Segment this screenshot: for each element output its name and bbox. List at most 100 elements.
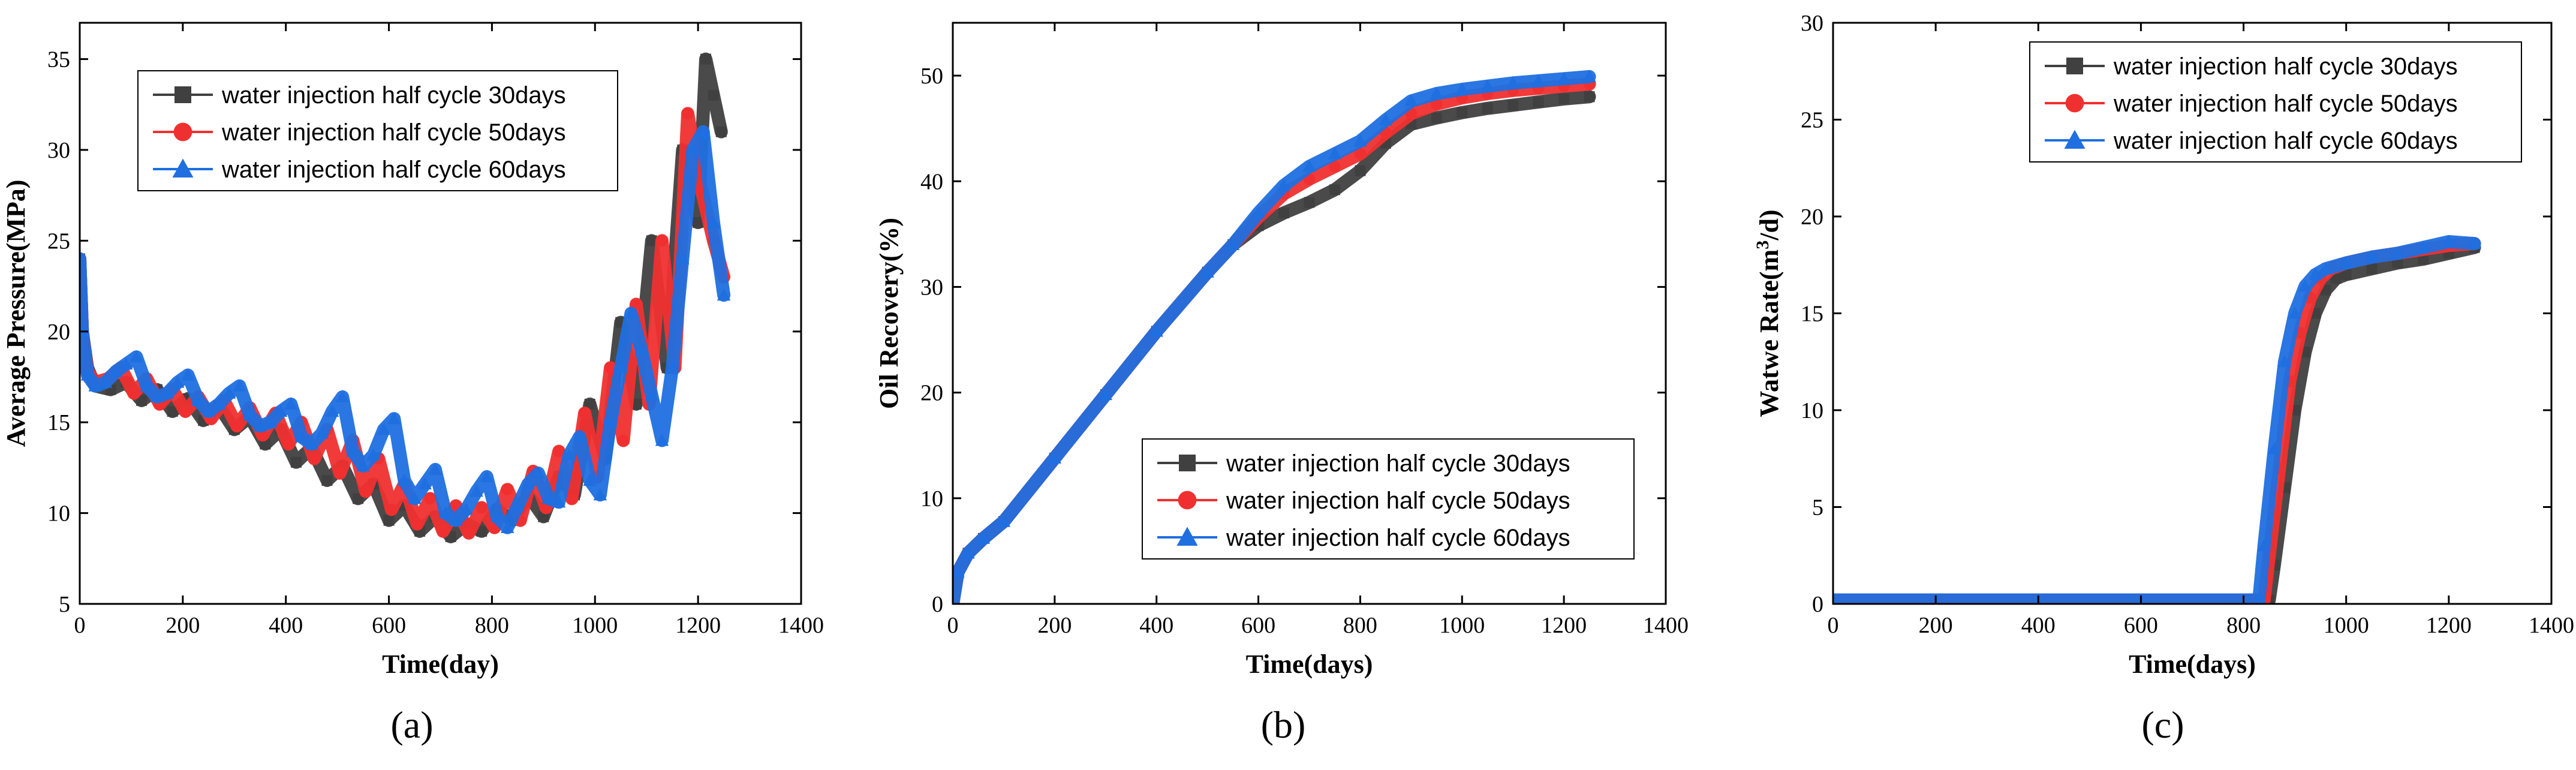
y-tick-label: 0 [932, 592, 943, 617]
data-point [167, 406, 178, 417]
data-point [682, 107, 694, 120]
data-point [1506, 76, 1520, 89]
panel-label: (a) [390, 703, 433, 746]
data-point [428, 462, 443, 475]
data-point [1431, 112, 1442, 124]
data-point [717, 288, 731, 301]
data-point [253, 419, 267, 432]
legend-marker [172, 158, 194, 178]
legend-marker [2066, 58, 2083, 74]
data-point [191, 393, 205, 406]
data-point [708, 90, 719, 101]
y-tick-label: 10 [47, 501, 70, 527]
y-tick-label: 30 [1801, 11, 1823, 36]
legend-marker [1176, 527, 1198, 546]
data-point [437, 525, 449, 537]
x-tick-label: 800 [475, 613, 509, 638]
data-point [573, 430, 586, 443]
data-point [273, 404, 288, 417]
data-point [617, 434, 630, 447]
data-point [1355, 165, 1366, 176]
data-point [1558, 93, 1570, 104]
data-point [377, 423, 391, 435]
data-point [80, 368, 95, 381]
data-point [1048, 451, 1062, 464]
data-point [284, 397, 298, 410]
data-point [356, 459, 370, 471]
data-point [1833, 593, 1839, 604]
data-point [2339, 256, 2353, 269]
data-point [604, 362, 616, 374]
data-point [222, 386, 236, 399]
x-tick-label: 400 [1139, 613, 1173, 638]
x-tick-label: 400 [269, 613, 303, 638]
data-point [634, 342, 648, 356]
data-point [181, 368, 195, 381]
data-point [294, 430, 308, 443]
data-point [325, 404, 339, 417]
data-point [593, 488, 607, 501]
x-tick-label: 1400 [1643, 613, 1689, 638]
legend-label: water injection half cycle 60days [2113, 128, 2458, 154]
data-point [1480, 79, 1494, 92]
data-point [233, 379, 246, 392]
data-point [511, 499, 525, 512]
data-point [2253, 593, 2265, 604]
data-point [2340, 269, 2352, 280]
data-point [360, 485, 372, 498]
data-point [584, 398, 595, 410]
chart-3: 0 200 400 600 800 1000 1200 1400 0 5 10 15 20 25 30 Tim… [1753, 11, 2575, 746]
data-point [552, 495, 566, 508]
data-point [961, 546, 975, 559]
data-point [1226, 237, 1240, 250]
data-point [1533, 97, 1544, 108]
data-point [470, 485, 483, 497]
legend-box [1142, 438, 1635, 560]
data-point [997, 515, 1011, 527]
x-tick-label: 600 [1241, 613, 1275, 638]
legend-label: water injection half cycle 30days [221, 82, 566, 109]
data-point [2366, 263, 2378, 275]
data-point [476, 525, 487, 537]
data-point [1582, 70, 1596, 82]
legend-label: water injection half cycle 50days [221, 119, 566, 146]
data-point [715, 126, 727, 137]
data-point [521, 477, 535, 490]
data-point [656, 234, 668, 247]
panel-label: (b) [1261, 703, 1306, 746]
legend-label: water injection half cycle 50days [1226, 488, 1570, 514]
data-point [398, 473, 411, 486]
data-point [1302, 160, 1316, 172]
x-tick-label: 0 [1828, 613, 1839, 638]
plot-frame [952, 22, 1667, 605]
data-point [1329, 184, 1340, 195]
data-point [305, 437, 318, 450]
data-point [2288, 306, 2302, 319]
data-point [1430, 86, 1444, 100]
data-point [1353, 134, 1367, 147]
legend-label: water injection half cycle 60days [1226, 525, 1570, 551]
data-point [1557, 72, 1571, 85]
data-point [646, 235, 657, 246]
data-point [541, 492, 556, 504]
y-axis-label: Watwe Rate(m3/d) [1753, 209, 1784, 417]
data-point [1354, 148, 1367, 160]
data-point [1455, 82, 1469, 95]
data-point [1278, 207, 1290, 219]
data-point [665, 361, 679, 374]
y-tick-label: 15 [47, 410, 70, 435]
data-point [243, 408, 257, 421]
x-tick-label: 600 [372, 613, 406, 638]
data-point [346, 444, 360, 457]
x-tick-label: 1000 [2324, 613, 2369, 638]
x-tick-label: 1200 [675, 613, 721, 638]
legend-marker [173, 122, 192, 142]
x-axis-label: Time(days) [2129, 649, 2256, 679]
x-tick-label: 1200 [2426, 613, 2472, 638]
legend: water injection half cycle 30days water i… [2029, 41, 2522, 163]
chart-2: 0 200 400 600 800 1000 1200 1400 0 10 20 30 40 50 Time… [874, 22, 1689, 746]
data-point [383, 515, 395, 526]
data-point [953, 597, 957, 604]
data-point [953, 565, 965, 578]
